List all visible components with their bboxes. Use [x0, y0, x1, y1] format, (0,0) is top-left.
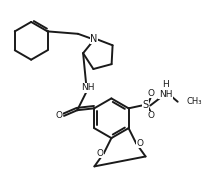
Text: N: N — [90, 33, 98, 44]
Text: CH₃: CH₃ — [186, 97, 202, 106]
Text: H: H — [162, 80, 169, 89]
Text: O: O — [97, 149, 104, 158]
Text: NH: NH — [81, 83, 94, 92]
Text: NH: NH — [159, 90, 172, 99]
Text: S: S — [142, 101, 149, 110]
Text: O: O — [136, 139, 143, 148]
Text: O: O — [148, 89, 155, 98]
Text: O: O — [148, 111, 155, 120]
Text: O: O — [56, 111, 63, 120]
